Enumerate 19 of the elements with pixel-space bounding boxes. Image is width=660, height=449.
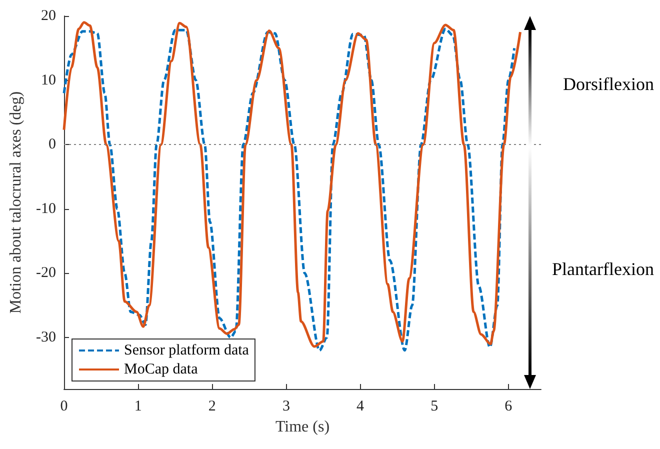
y-tick-label: -20: [36, 265, 56, 282]
y-tick-label: 0: [48, 136, 56, 153]
x-tick-label: 3: [282, 398, 290, 414]
y-tick-label: -10: [36, 200, 56, 217]
y-tick-label: 20: [41, 8, 56, 24]
y-tick-label: 10: [41, 72, 56, 88]
legend-label: MoCap data: [124, 362, 198, 378]
text: Plantarflexion: [552, 259, 654, 279]
y-axis-title: Motion about talocrural axes (deg): [8, 91, 24, 314]
text: Dorsiflexion: [563, 74, 654, 94]
x-tick-label: 0: [60, 398, 68, 414]
x-tick-label: 5: [430, 398, 438, 414]
y-tick-label: -30: [36, 330, 56, 346]
x-tick-label: 4: [356, 398, 365, 414]
x-tick-label: 2: [208, 398, 216, 414]
x-axis-title: Time (s): [275, 418, 330, 436]
legend-label: Sensor platform data: [124, 342, 250, 358]
x-tick-label: 1: [134, 398, 142, 414]
x-tick-label: 6: [504, 398, 513, 414]
